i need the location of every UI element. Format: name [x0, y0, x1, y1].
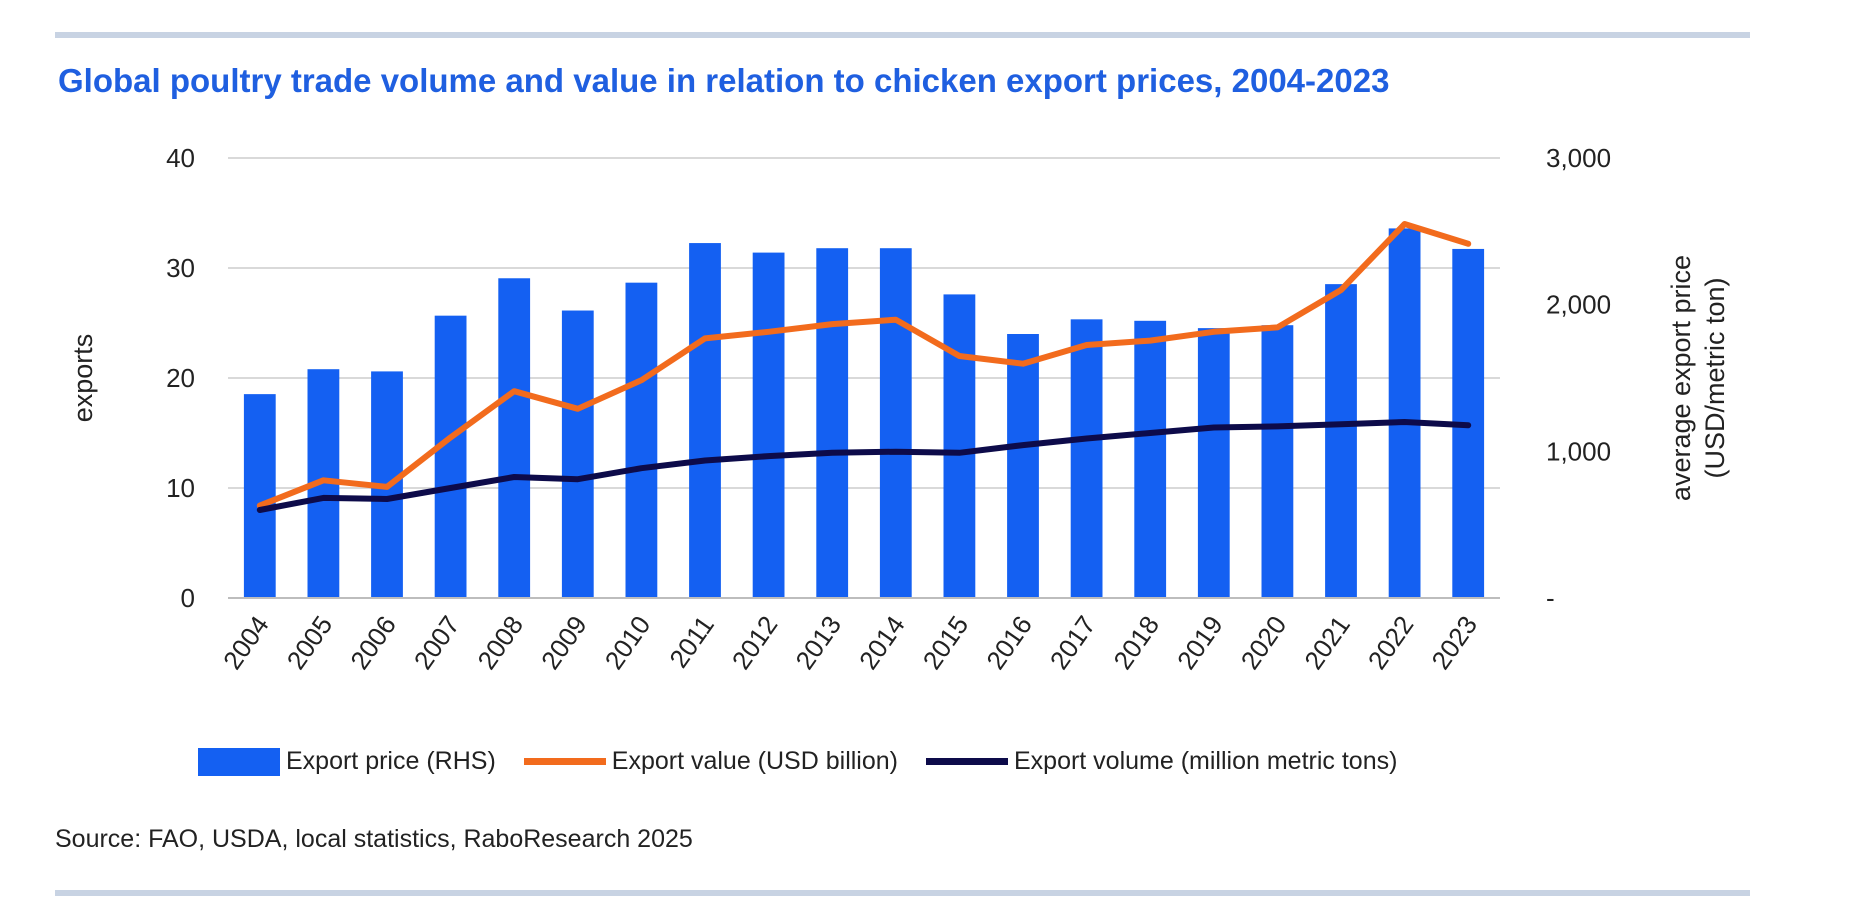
bar	[1070, 319, 1103, 598]
top-divider	[55, 32, 1750, 38]
legend-swatch-bar	[198, 747, 280, 776]
bar	[1325, 284, 1357, 598]
y-tick-label: 30	[166, 253, 195, 283]
x-tick-label: 2005	[281, 610, 339, 675]
y-tick-label: 40	[166, 143, 195, 173]
legend-item-export-value: Export value (USD billion)	[523, 747, 898, 776]
bar	[1007, 334, 1039, 598]
y2-axis-title-line1: average export price	[1666, 255, 1696, 501]
bars	[243, 228, 1485, 599]
y-axis-title: exports	[68, 334, 98, 423]
x-tick-label: 2010	[599, 610, 657, 675]
legend-swatch-navy-line	[925, 758, 1008, 765]
bar	[1261, 325, 1294, 598]
x-tick-label: 2018	[1107, 610, 1165, 675]
y2-tick-label: 1,000	[1546, 436, 1611, 466]
x-tick-label: 2006	[344, 610, 402, 675]
bar	[879, 248, 912, 598]
lines	[256, 221, 1472, 513]
legend-label-export-price: Export price (RHS)	[286, 747, 496, 775]
legend-label-export-value: Export value (USD billion)	[611, 747, 898, 775]
y2-axis-title-line2: (USD/metric ton)	[1700, 277, 1730, 478]
legend-swatch-orange-line	[523, 758, 606, 765]
x-tick-label: 2017	[1044, 610, 1102, 675]
x-tick-label: 2011	[663, 610, 720, 673]
bar	[816, 248, 849, 598]
x-tick-label: 2007	[408, 610, 466, 675]
bar	[434, 315, 467, 598]
x-tick-label: 2009	[535, 610, 593, 675]
x-tick-label: 2004	[217, 610, 275, 675]
bar	[1134, 320, 1167, 598]
bar	[625, 282, 658, 598]
y2-tick-label: 3,000	[1546, 143, 1611, 173]
gridlines	[228, 157, 1500, 599]
bar	[1197, 328, 1230, 598]
legend-item-export-volume: Export volume (million metric tons)	[925, 747, 1398, 776]
x-tick-label: 2013	[789, 610, 847, 675]
x-tick-label: 2020	[1235, 610, 1293, 675]
x-tick-label: 2016	[980, 610, 1038, 675]
x-tick-label: 2014	[853, 610, 911, 675]
y2-tick-label: -	[1546, 583, 1555, 613]
legend: Export price (RHS) Export value (USD bil…	[198, 747, 1425, 776]
legend-item-export-price: Export price (RHS)	[198, 747, 496, 776]
bar	[498, 278, 531, 598]
x-tick-label: 2015	[917, 610, 975, 675]
x-tick-label: 2012	[726, 610, 784, 675]
y-tick-label: 10	[166, 473, 195, 503]
series-line-export-value	[256, 221, 1472, 509]
bar	[561, 310, 594, 598]
x-tick-label: 2023	[1425, 610, 1483, 675]
bar	[243, 394, 276, 598]
bar	[943, 294, 976, 598]
x-tick-label: 2022	[1362, 610, 1420, 675]
y2-tick-label: 2,000	[1546, 290, 1611, 320]
x-tick-label: 2019	[1171, 610, 1229, 675]
bar	[752, 252, 785, 598]
x-tick-label: 2021	[1298, 610, 1356, 675]
x-tick-label: 2008	[471, 610, 529, 675]
series-line-export-volume	[256, 419, 1472, 513]
source-note: Source: FAO, USDA, local statistics, Rab…	[55, 825, 693, 853]
legend-label-export-volume: Export volume (million metric tons)	[1013, 747, 1398, 775]
y-tick-label: 0	[181, 583, 195, 613]
bottom-divider	[55, 890, 1750, 896]
bar	[689, 243, 721, 599]
bar	[1388, 228, 1421, 598]
y-tick-label: 20	[166, 363, 195, 393]
chart-title: Global poultry trade volume and value in…	[58, 62, 1390, 99]
